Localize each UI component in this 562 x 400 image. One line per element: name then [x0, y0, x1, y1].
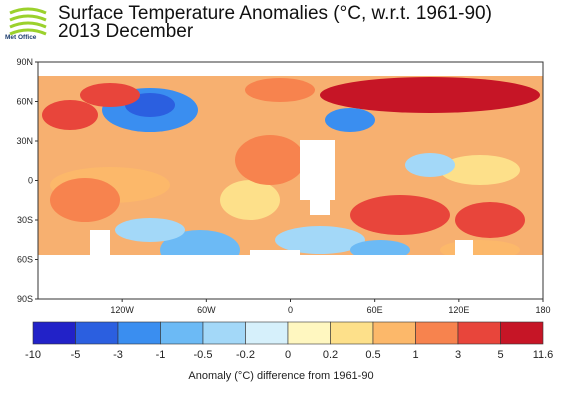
colorbar-segment: [287, 321, 331, 345]
lon-tick-label: 60W: [197, 305, 216, 315]
colorbar-caption: Anomaly (°C) difference from 1961-90: [188, 370, 374, 382]
colorbar-tick-label: 0.2: [323, 349, 338, 361]
anomaly-field: [38, 62, 543, 299]
lat-tick-label: 90S: [17, 294, 33, 304]
colorbar: -10 -5 -3 -1 -0.5 -0.2 0 0.2 0.5 1 3 5 11.6: [25, 321, 554, 361]
lat-tick-label: 0: [28, 176, 33, 186]
colorbar-segment: [202, 321, 246, 345]
colorbar-segment: [372, 321, 416, 345]
lon-tick-label: 180: [535, 305, 550, 315]
colorbar-tick-label: 11.6: [533, 349, 554, 361]
colorbar-tick-label: -1: [156, 349, 166, 361]
lon-tick-label: 60E: [367, 305, 383, 315]
colorbar-tick-label: -10: [25, 349, 41, 361]
colorbar-segment: [75, 321, 119, 345]
colorbar-tick-label: 3: [455, 349, 461, 361]
colorbar-segment: [500, 321, 544, 345]
chart-subtitle: 2013 December: [58, 21, 194, 42]
colorbar-tick-label: 0.5: [365, 349, 380, 361]
colorbar-segment: [457, 321, 501, 345]
lat-tick-label: 30S: [17, 215, 33, 225]
latitude-axis: 90N 60N 30N 0 30S 60S 90S: [16, 57, 38, 304]
lat-tick-label: 90N: [16, 57, 33, 67]
colorbar-tick-label: -0.5: [194, 349, 213, 361]
lat-tick-label: 30N: [16, 136, 33, 146]
colorbar-tick-label: 1: [412, 349, 418, 361]
colorbar-segment: [32, 321, 76, 345]
colorbar-tick-label: -3: [113, 349, 123, 361]
colorbar-segment: [245, 321, 289, 345]
lon-tick-label: 120W: [110, 305, 134, 315]
colorbar-tick-label: -0.2: [236, 349, 255, 361]
longitude-axis: 120W 60W 0 60E 120E 180: [110, 299, 551, 315]
chart-title: Surface Temperature Anomalies (°C, w.r.t…: [58, 3, 492, 24]
lat-tick-label: 60N: [16, 97, 33, 107]
met-office-logo-icon: [9, 7, 47, 36]
colorbar-segment: [330, 321, 374, 345]
colorbar-segment: [117, 321, 161, 345]
colorbar-tick-label: -5: [71, 349, 81, 361]
lon-tick-label: 120E: [448, 305, 469, 315]
colorbar-tick-label: 0: [285, 349, 291, 361]
lon-tick-label: 0: [288, 305, 293, 315]
colorbar-segment: [415, 321, 459, 345]
colorbar-segment: [160, 321, 204, 345]
logo-text: Met Office: [5, 34, 37, 41]
lat-tick-label: 60S: [17, 255, 33, 265]
colorbar-tick-label: 5: [497, 349, 503, 361]
